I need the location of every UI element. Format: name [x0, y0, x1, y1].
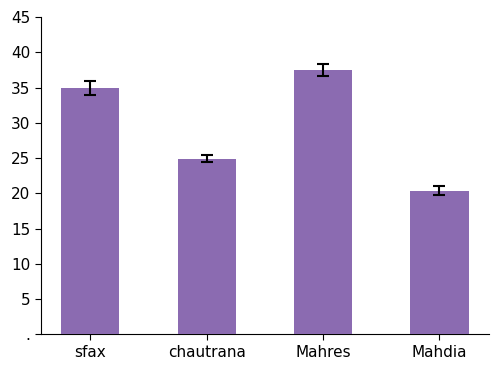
Bar	[410, 191, 469, 335]
Bar	[62, 88, 120, 335]
Bar	[294, 70, 352, 335]
Bar	[178, 159, 236, 335]
